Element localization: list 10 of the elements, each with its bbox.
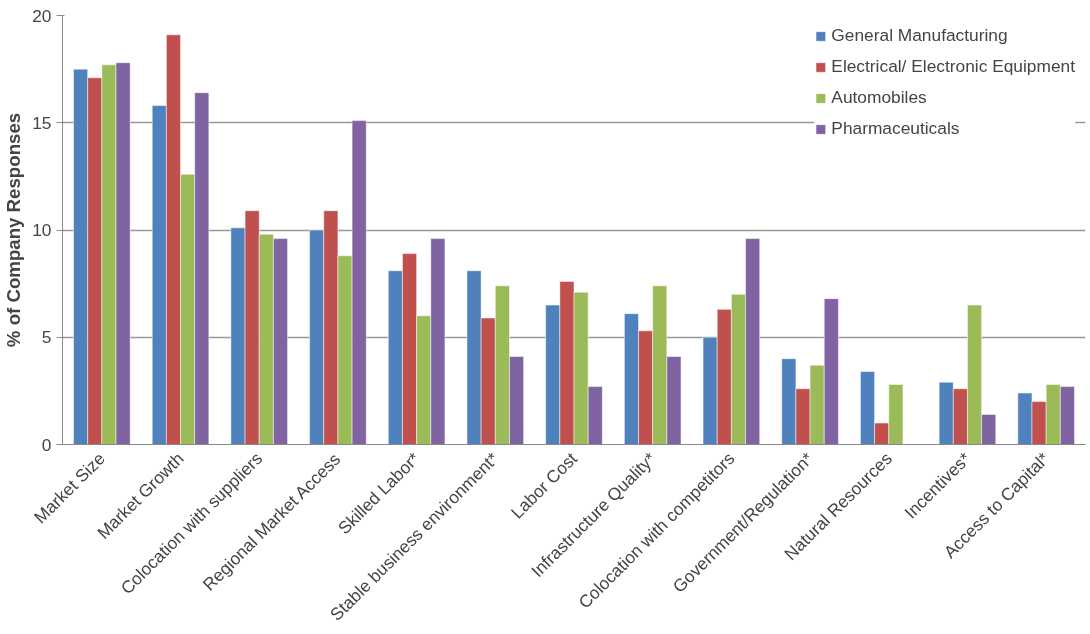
y-tick-label: 15: [32, 112, 52, 133]
legend-label: Pharmaceuticals: [831, 118, 960, 139]
legend-label: Electrical/ Electronic Equipment: [831, 56, 1075, 77]
legend-label: Automobiles: [831, 87, 927, 108]
y-axis-title: % of Company Responses: [3, 112, 25, 348]
y-tick-label: 20: [32, 5, 52, 26]
legend-label: General Manufacturing: [831, 25, 1008, 46]
y-tick-label: 0: [41, 434, 52, 455]
y-tick-label: 5: [41, 327, 52, 348]
y-tick-label: 10: [32, 220, 52, 240]
